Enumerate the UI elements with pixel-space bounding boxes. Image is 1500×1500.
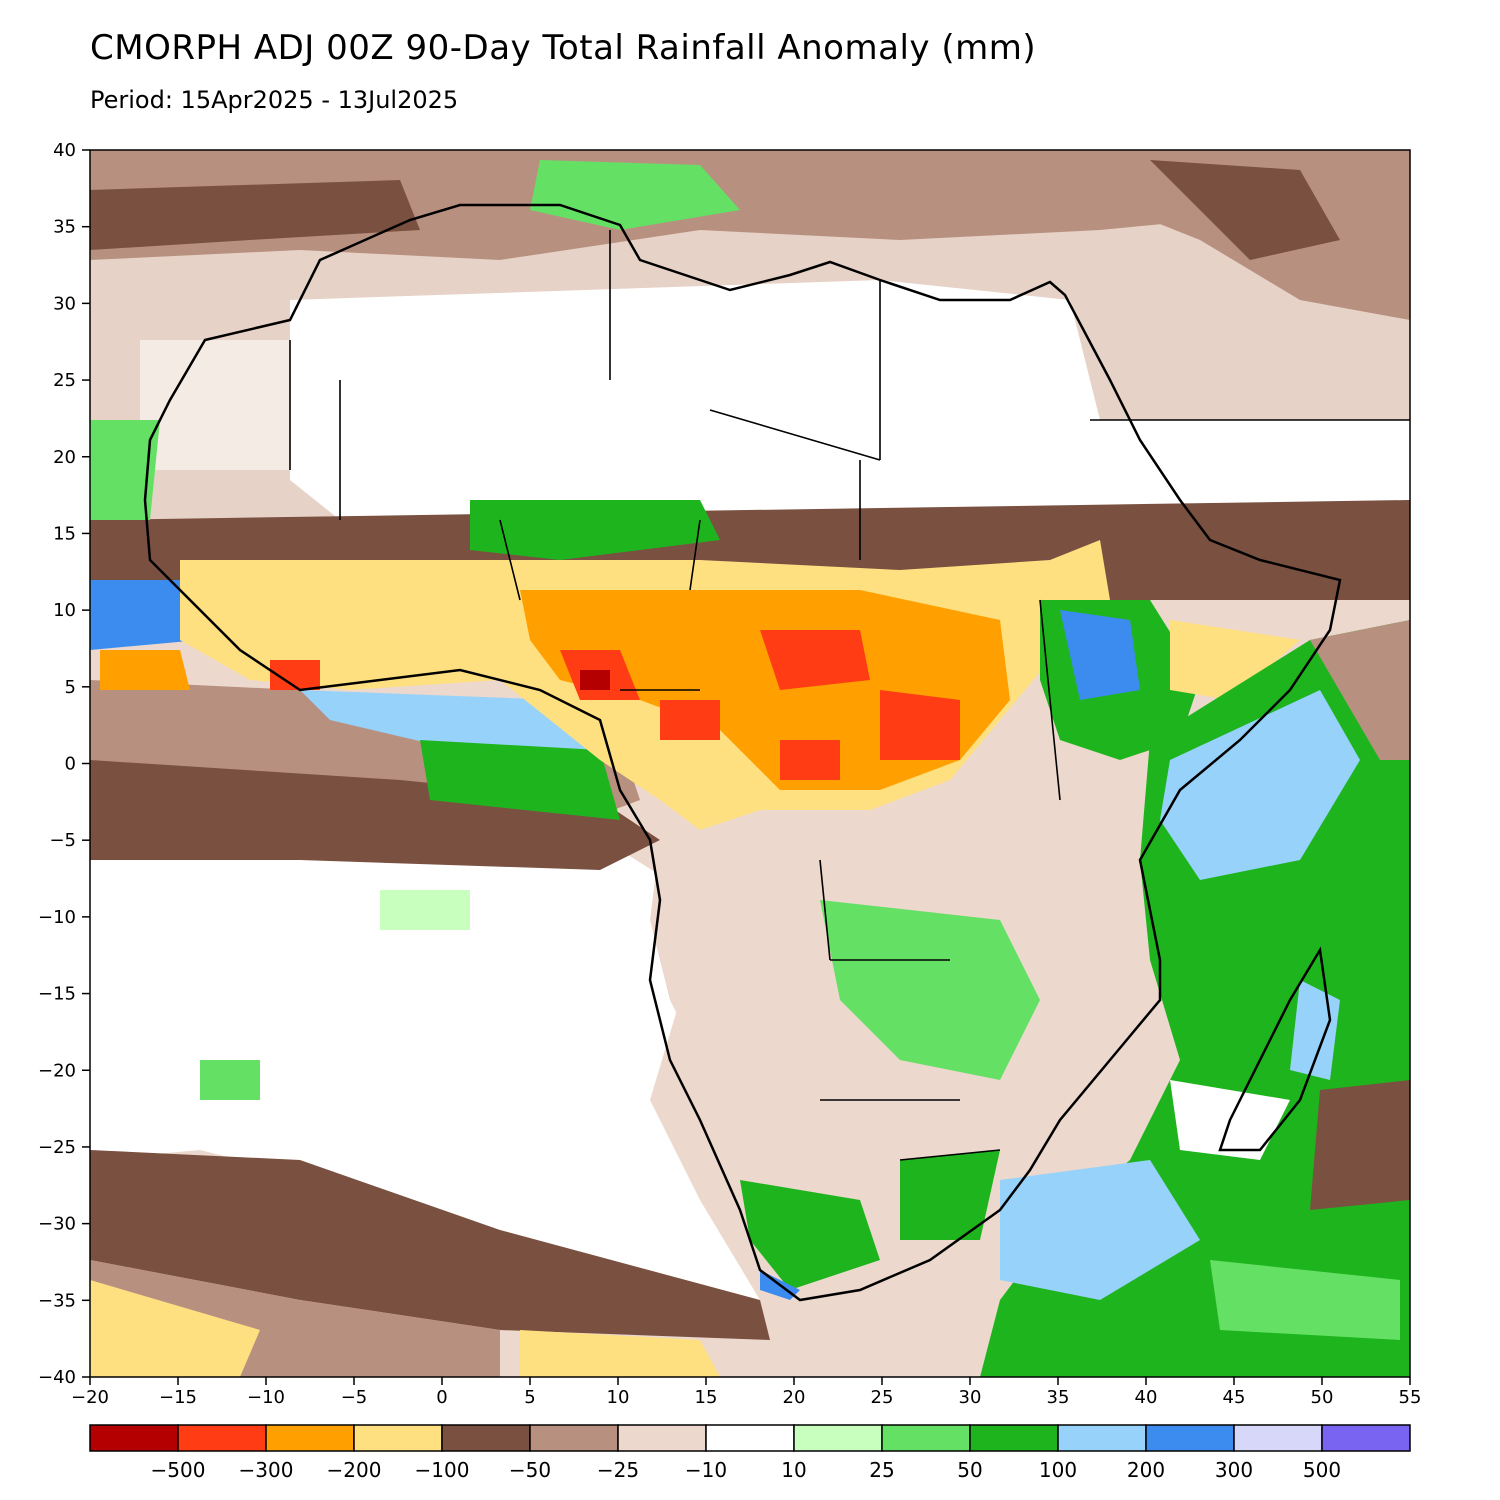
x-tick-label: 10: [607, 1387, 630, 1408]
x-tick-label: 0: [436, 1387, 447, 1408]
y-tick-label: 10: [53, 600, 76, 621]
x-axis: −20 −15 −10 −5 0 5 10 15 20 25 30 35 40 45 50 55: [71, 1377, 1421, 1408]
legend-label: −10: [685, 1458, 727, 1482]
legend-swatch: [1145, 1424, 1235, 1452]
x-tick-label: −20: [71, 1387, 109, 1408]
legend-label: −50: [509, 1458, 551, 1482]
map-title: CMORPH ADJ 00Z 90-Day Total Rainfall Ano…: [90, 28, 1037, 68]
y-tick-label: 20: [53, 447, 76, 468]
y-tick-label: −10: [38, 907, 76, 928]
legend-swatch: [353, 1424, 443, 1452]
legend-label: 200: [1127, 1458, 1165, 1482]
legend-label: −25: [597, 1458, 639, 1482]
x-tick-label: −10: [247, 1387, 285, 1408]
x-tick-label: 55: [1399, 1387, 1422, 1408]
x-tick-label: 5: [524, 1387, 535, 1408]
color-legend: −500 −300 −200 −100 −50 −25 −10 10 25 50 100 200 300…: [89, 1424, 1411, 1482]
coastline: [143, 203, 1410, 1302]
legend-label: 50: [957, 1458, 982, 1482]
y-tick-label: −35: [38, 1290, 76, 1311]
legend-swatch: [617, 1424, 707, 1452]
x-tick-label: 15: [695, 1387, 718, 1408]
legend-swatch: [969, 1424, 1059, 1452]
x-tick-label: 25: [871, 1387, 894, 1408]
legend-label: 500: [1303, 1458, 1341, 1482]
legend-label: −300: [239, 1458, 294, 1482]
x-tick-label: −15: [159, 1387, 197, 1408]
y-tick-label: 5: [65, 677, 76, 698]
x-tick-label: 50: [1311, 1387, 1334, 1408]
legend-swatch: [1321, 1424, 1411, 1452]
y-tick-label: 30: [53, 293, 76, 314]
legend-label: −100: [415, 1458, 470, 1482]
anomaly-field: [90, 150, 1410, 1377]
x-tick-label: 35: [1047, 1387, 1070, 1408]
legend-swatch: [793, 1424, 883, 1452]
legend-label: 10: [781, 1458, 806, 1482]
y-tick-label: −15: [38, 984, 76, 1005]
legend-label: 300: [1215, 1458, 1253, 1482]
legend-swatch: [89, 1424, 179, 1452]
x-tick-label: −5: [341, 1387, 368, 1408]
y-tick-label: 25: [53, 370, 76, 391]
legend-swatch: [441, 1424, 531, 1452]
y-tick-label: 0: [65, 754, 76, 775]
y-tick-label: 40: [53, 140, 76, 161]
legend-label: 100: [1039, 1458, 1077, 1482]
legend-label: −200: [327, 1458, 382, 1482]
x-tick-label: 40: [1135, 1387, 1158, 1408]
x-tick-label: 45: [1223, 1387, 1246, 1408]
legend-swatch: [1233, 1424, 1323, 1452]
y-tick-label: 35: [53, 217, 76, 238]
y-tick-label: −20: [38, 1060, 76, 1081]
y-tick-label: −25: [38, 1137, 76, 1158]
legend-swatch: [705, 1424, 795, 1452]
y-tick-label: 15: [53, 523, 76, 544]
x-tick-label: 20: [783, 1387, 806, 1408]
y-tick-label: −40: [38, 1367, 76, 1388]
legend-swatch: [1057, 1424, 1147, 1452]
legend-swatch: [529, 1424, 619, 1452]
legend-label: 25: [869, 1458, 894, 1482]
y-axis: 40 35 30 25 20 15 10 5 0 −5 −10 −15 −20 −25 −30 −35 −40: [38, 140, 90, 1388]
legend-swatch: [177, 1424, 267, 1452]
map-subtitle: Period: 15Apr2025 - 13Jul2025: [90, 86, 459, 114]
y-tick-label: −5: [49, 830, 76, 851]
legend-swatch: [265, 1424, 355, 1452]
y-tick-label: −30: [38, 1214, 76, 1235]
legend-label: −500: [151, 1458, 206, 1482]
x-tick-label: 30: [959, 1387, 982, 1408]
legend-swatch: [881, 1424, 971, 1452]
